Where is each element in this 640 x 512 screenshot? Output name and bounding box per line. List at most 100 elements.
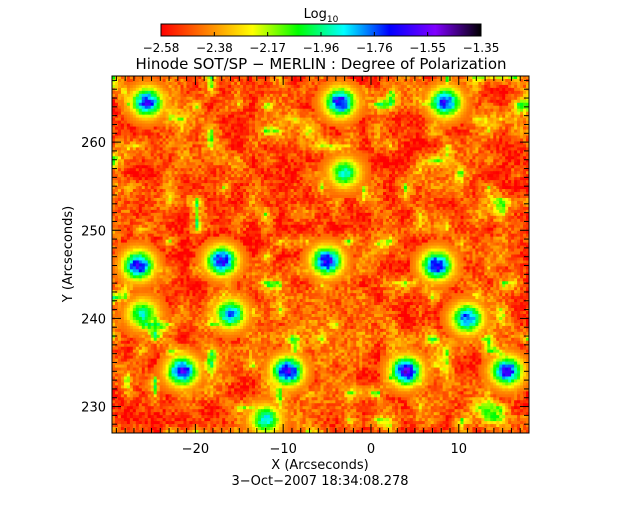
heatmap-cell [210, 153, 214, 157]
heatmap-cell [204, 76, 208, 80]
heatmap-cell [332, 87, 336, 92]
heatmap-cell [400, 114, 405, 119]
heatmap-cell [383, 174, 387, 178]
heatmap-cell [454, 147, 459, 151]
heatmap-cell [174, 156, 179, 160]
heatmap-cell [460, 117, 464, 122]
heatmap-cell [389, 87, 393, 92]
heatmap-cell [523, 108, 527, 113]
heatmap-cell [308, 150, 313, 154]
heatmap-cell [249, 99, 253, 104]
heatmap-cell [225, 87, 229, 92]
heatmap-cell [353, 84, 357, 89]
heatmap-cell [371, 174, 375, 178]
heatmap-cell [424, 147, 429, 151]
heatmap-cell [147, 165, 152, 169]
heatmap-cell [317, 147, 321, 151]
heatmap-cell [511, 129, 515, 134]
heatmap-cell [475, 153, 479, 157]
heatmap-cell [207, 123, 211, 128]
heatmap-cell [344, 177, 348, 181]
heatmap-cell [460, 177, 464, 181]
heatmap-cell [460, 171, 464, 175]
heatmap-cell [314, 78, 319, 83]
heatmap-cell [314, 108, 319, 113]
heatmap-cell [335, 111, 339, 116]
heatmap-cell [356, 87, 360, 92]
heatmap-cell [439, 99, 444, 104]
heatmap-cell [436, 138, 441, 142]
heatmap-cell [198, 78, 202, 83]
heatmap-cell [490, 108, 494, 113]
heatmap-cell [332, 93, 336, 98]
heatmap-cell [484, 147, 488, 151]
heatmap-cell [469, 78, 473, 83]
heatmap-cell [249, 147, 253, 151]
heatmap-cell [344, 153, 348, 157]
heatmap-cell [448, 144, 453, 148]
heatmap-cell [472, 168, 476, 172]
heatmap-cell [284, 138, 289, 142]
heatmap-cell [505, 84, 509, 89]
heatmap-cell [308, 114, 313, 119]
heatmap-cell [281, 165, 286, 169]
heatmap-cell [219, 135, 223, 139]
heatmap-cell [430, 150, 435, 154]
heatmap-cell [287, 171, 292, 175]
heatmap-cell [371, 105, 375, 110]
heatmap-cell [231, 153, 235, 157]
heatmap-cell [383, 141, 387, 145]
heatmap-cell [484, 177, 488, 181]
heatmap-cell [371, 135, 375, 139]
heatmap-cell [141, 81, 146, 86]
heatmap-cell [472, 114, 476, 119]
heatmap-area [112, 76, 529, 433]
heatmap-cell [523, 96, 527, 101]
heatmap-cell [374, 93, 378, 98]
heatmap-cell [144, 159, 149, 163]
heatmap-cell [430, 162, 435, 166]
heatmap-cell [466, 126, 470, 131]
heatmap-cell [299, 153, 304, 157]
heatmap-cell [296, 180, 301, 184]
heatmap-cell [240, 165, 244, 169]
heatmap-cell [213, 102, 217, 107]
heatmap-cell [249, 138, 253, 142]
heatmap-cell [353, 141, 357, 145]
heatmap-cell [132, 99, 137, 104]
heatmap-cell [186, 153, 190, 157]
heatmap-cell [320, 165, 324, 169]
heatmap-cell [240, 78, 244, 83]
heatmap-cell [496, 126, 500, 131]
heatmap-cell [451, 147, 456, 151]
heatmap-cell [478, 78, 482, 83]
heatmap-cell [365, 87, 369, 92]
heatmap-cell [296, 132, 301, 136]
heatmap-cell [269, 81, 274, 86]
heatmap-cell [195, 162, 199, 166]
heatmap-cell [469, 76, 473, 80]
heatmap-cell [201, 76, 205, 80]
heatmap-cell [469, 138, 473, 142]
heatmap-cell [216, 117, 220, 122]
heatmap-cell [394, 162, 399, 166]
heatmap-cell [222, 135, 226, 139]
heatmap-cell [371, 93, 375, 98]
heatmap-cell [293, 90, 298, 95]
heatmap-cell [526, 90, 529, 95]
heatmap-cell [263, 156, 268, 160]
heatmap-cell [415, 171, 420, 175]
heatmap-cell [117, 120, 122, 125]
heatmap-cell [523, 171, 527, 175]
heatmap-cell [386, 96, 390, 101]
heatmap-cell [266, 171, 271, 175]
heatmap-cell [451, 87, 456, 92]
heatmap-cell [144, 144, 149, 148]
heatmap-cell [409, 78, 414, 83]
heatmap-cell [243, 114, 247, 119]
heatmap-cell [380, 81, 384, 86]
heatmap-cell [383, 129, 387, 134]
heatmap-cell [433, 135, 438, 139]
heatmap-cell [231, 171, 235, 175]
heatmap-cell [251, 120, 256, 125]
